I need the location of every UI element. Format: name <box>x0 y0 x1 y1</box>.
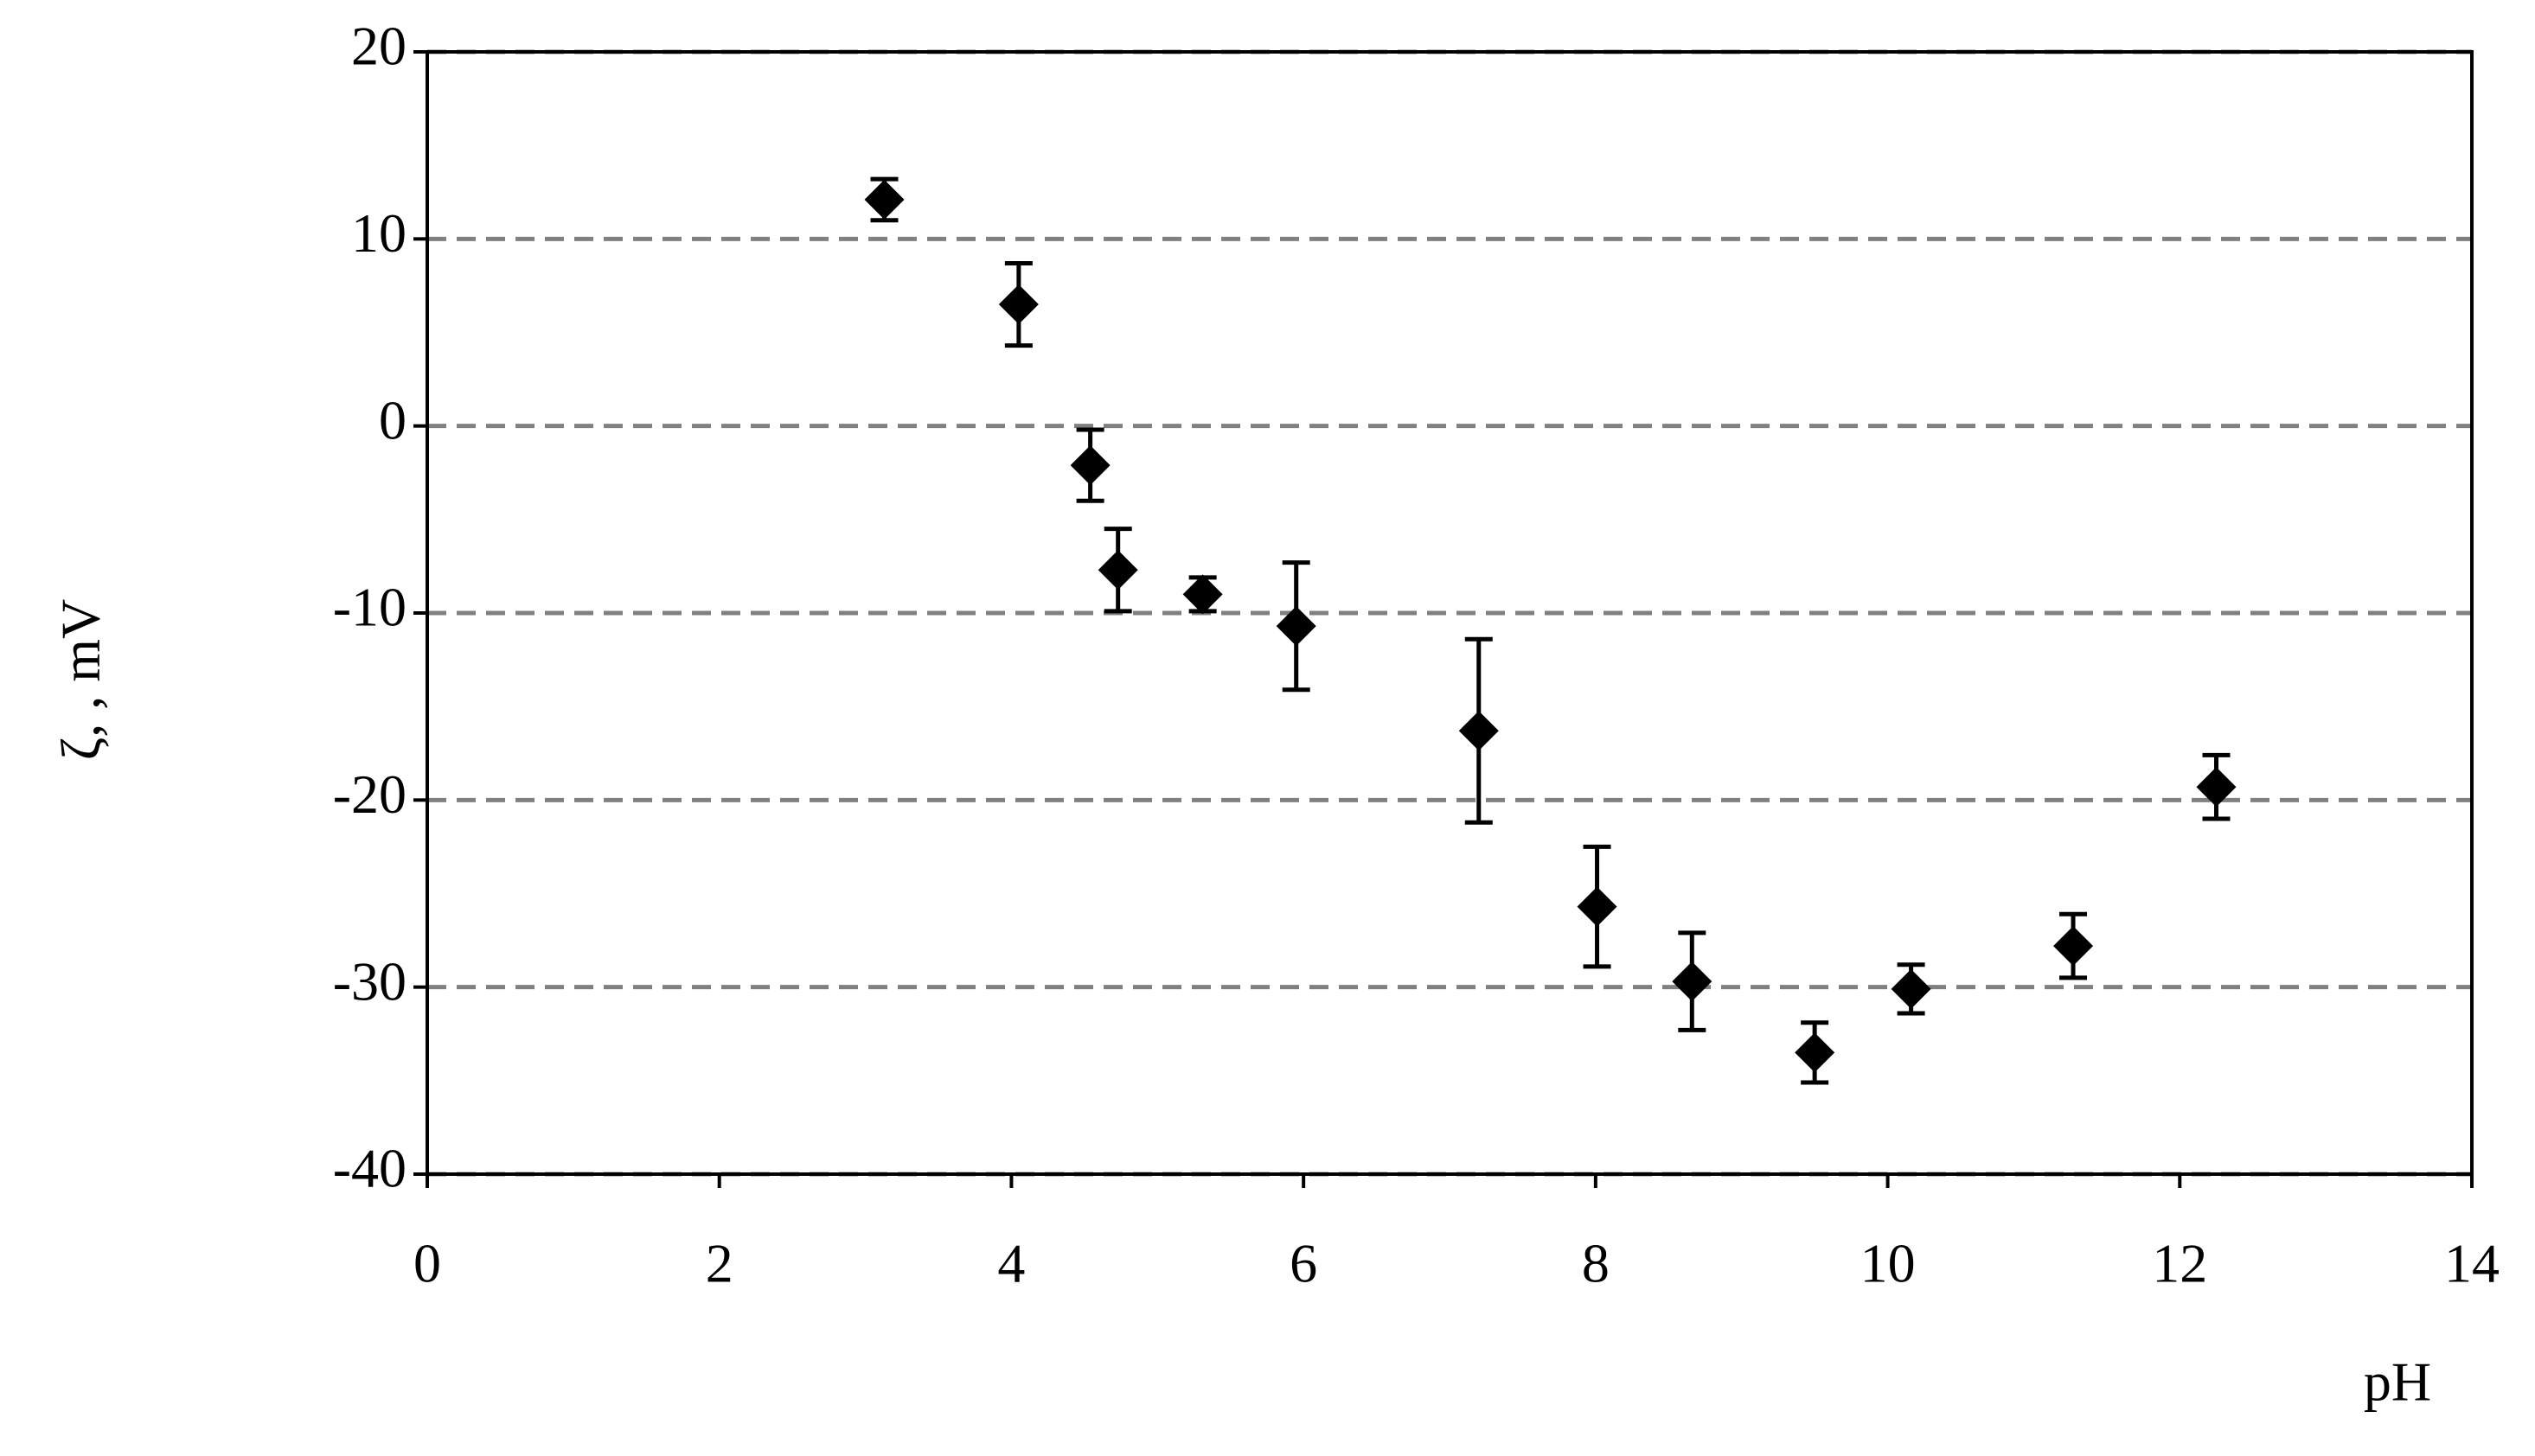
x-tick-label: 12 <box>2152 1233 2207 1294</box>
x-tick-label: 8 <box>1582 1233 1610 1294</box>
data-point <box>1577 886 1617 927</box>
y-tick-label: 0 <box>379 389 406 450</box>
y-tick-label: -30 <box>333 950 406 1012</box>
data-point <box>1070 445 1111 486</box>
data-point <box>1182 574 1223 615</box>
y-tick-label: -20 <box>333 763 406 825</box>
x-tick-label: 6 <box>1290 1233 1317 1294</box>
data-point <box>1795 1032 1835 1073</box>
x-tick-label: 10 <box>1860 1233 1916 1294</box>
plot-frame <box>426 50 2474 1176</box>
x-axis-label: pH <box>2364 1351 2431 1413</box>
y-tick-label: -10 <box>333 577 406 638</box>
data-point <box>1672 961 1712 1002</box>
data-point <box>2196 767 2237 808</box>
data-point <box>864 179 905 220</box>
data-point <box>2053 926 2094 967</box>
x-tick-label: 4 <box>997 1233 1025 1294</box>
data-point <box>1891 968 1931 1009</box>
y-tick-label: 10 <box>351 202 406 264</box>
data-point <box>998 284 1039 325</box>
data-point <box>1458 711 1499 751</box>
y-tick-label: 20 <box>351 16 406 77</box>
x-tick-label: 2 <box>706 1233 733 1294</box>
y-tick-label: -40 <box>333 1138 406 1199</box>
y-axis-label: ζ, , mV <box>50 599 112 761</box>
data-point <box>1276 606 1316 647</box>
data-point <box>1098 550 1138 591</box>
x-tick-label: 0 <box>413 1233 441 1294</box>
x-tick-label: 14 <box>2444 1233 2500 1294</box>
